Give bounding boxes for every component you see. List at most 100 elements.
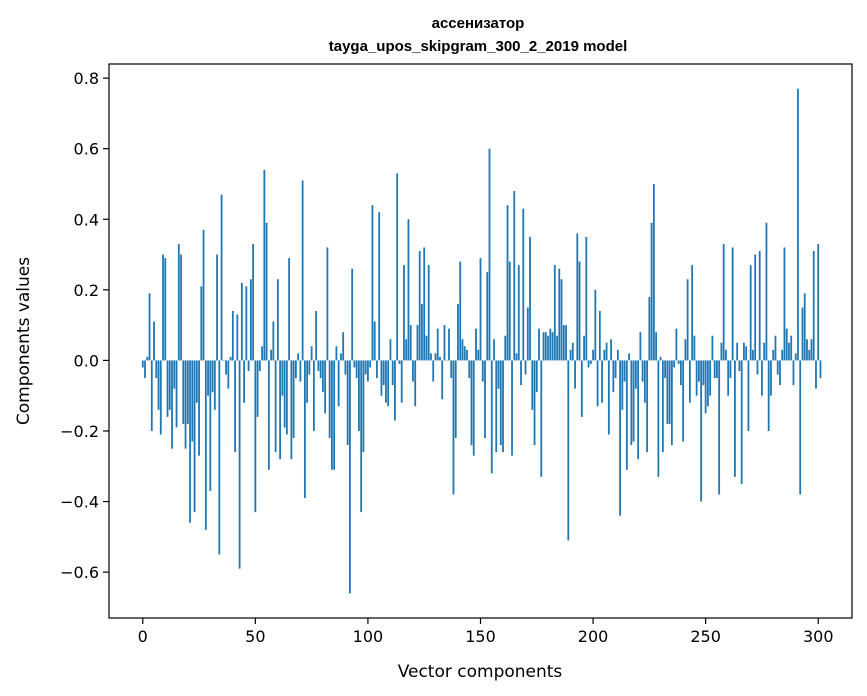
bar	[596, 360, 599, 407]
bar	[234, 360, 236, 453]
bar	[553, 265, 556, 361]
bar	[290, 360, 293, 460]
bar	[655, 332, 658, 361]
bar	[779, 360, 781, 386]
bar	[495, 360, 498, 453]
bar	[576, 233, 579, 361]
bar	[711, 335, 714, 361]
bar	[551, 332, 554, 361]
bar	[801, 307, 804, 361]
bar	[592, 349, 594, 361]
bar	[558, 268, 561, 361]
bar	[144, 360, 146, 379]
bar	[754, 254, 757, 361]
bar	[450, 360, 453, 379]
bar	[236, 314, 239, 361]
bar	[258, 360, 261, 371]
bar	[517, 265, 520, 361]
bar	[612, 360, 615, 393]
bar	[788, 342, 790, 361]
bar	[763, 342, 766, 361]
bar	[515, 353, 518, 361]
bar	[529, 236, 531, 361]
bar	[484, 360, 486, 439]
bar	[740, 360, 743, 484]
bar	[783, 247, 786, 361]
bar	[240, 282, 243, 361]
bar	[162, 254, 164, 361]
bar	[308, 360, 311, 375]
bar	[493, 339, 495, 361]
bar	[148, 293, 151, 361]
bar	[731, 247, 734, 361]
bar	[204, 360, 207, 530]
bar	[587, 360, 590, 368]
bar	[677, 360, 680, 364]
bar	[767, 360, 770, 431]
bar	[756, 360, 759, 375]
bar	[637, 360, 640, 460]
bar	[211, 360, 214, 393]
bar	[589, 360, 592, 364]
bar	[486, 272, 489, 361]
bar	[358, 360, 360, 431]
bar	[360, 360, 363, 513]
x-axis-label: Vector components	[398, 662, 563, 682]
bar	[457, 303, 459, 361]
bar	[146, 356, 149, 361]
bar	[734, 360, 736, 477]
bar	[380, 360, 383, 396]
bar	[461, 339, 464, 361]
bar	[270, 349, 273, 361]
bar	[817, 243, 820, 361]
bar	[722, 243, 725, 361]
bar	[806, 339, 808, 361]
bar	[274, 360, 277, 453]
bar	[481, 360, 484, 382]
bar	[522, 208, 525, 361]
bar	[175, 360, 178, 428]
bar	[200, 286, 203, 361]
bar	[281, 360, 284, 396]
bar	[252, 243, 254, 361]
bar	[285, 360, 288, 435]
bar	[382, 360, 385, 386]
bar	[229, 356, 232, 361]
bar	[520, 360, 522, 386]
bar	[448, 328, 450, 361]
bar	[668, 360, 671, 424]
bar	[425, 335, 428, 361]
bar	[634, 360, 637, 389]
bar	[177, 243, 180, 361]
x-tick-label: 300	[803, 627, 834, 646]
bar	[774, 335, 777, 361]
bar	[414, 360, 417, 407]
bar	[812, 251, 815, 361]
bar	[526, 307, 529, 361]
bar	[607, 360, 610, 435]
bar	[598, 311, 601, 361]
bar	[574, 360, 576, 389]
bar	[443, 325, 446, 361]
bar	[743, 342, 745, 361]
bar	[256, 360, 259, 417]
bar	[202, 229, 205, 361]
bar	[312, 360, 315, 431]
y-axis-ticks: −0.6 −0.4 −0.2 0.0 0.2 0.4 0.6 0.8	[60, 69, 109, 582]
bar	[191, 360, 194, 442]
bar	[405, 339, 408, 361]
bar	[648, 296, 651, 361]
bar	[686, 279, 689, 361]
bar	[182, 360, 185, 424]
bar	[781, 349, 784, 361]
bar	[488, 148, 491, 361]
bar	[477, 349, 480, 361]
bar	[238, 360, 241, 569]
x-tick-label: 200	[578, 627, 609, 646]
bar	[704, 360, 707, 414]
x-tick-label: 50	[245, 627, 265, 646]
bar	[463, 346, 466, 361]
bar	[394, 360, 396, 421]
bar	[153, 321, 155, 361]
bar	[261, 346, 263, 361]
